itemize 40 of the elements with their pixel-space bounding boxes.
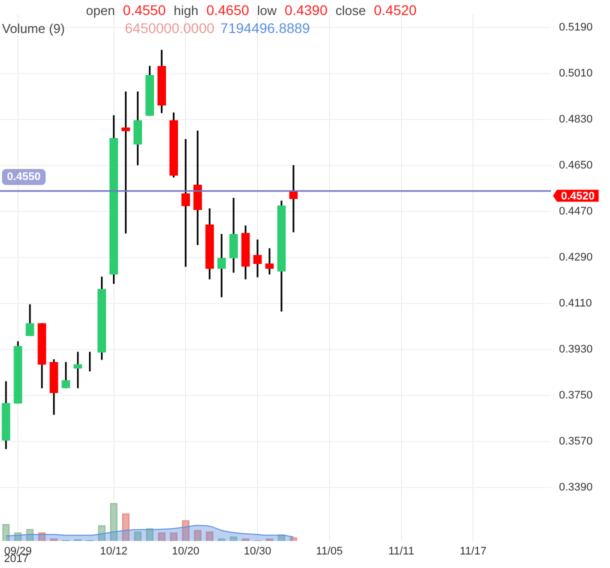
y-tick-label: 0.3570 [559, 436, 593, 448]
y-tick-label: 0.4830 [559, 113, 593, 126]
annotation: 7194496.8889 [220, 20, 310, 36]
x-tick-label: 10/30 [244, 546, 272, 558]
bar [2, 524, 10, 541]
y-tick-label: 0.4290 [559, 252, 593, 264]
y-tick-label: 0.3750 [559, 390, 593, 402]
text: 0.4520 [561, 190, 595, 203]
annotation: open [86, 3, 115, 18]
annotation: 0.4390 [284, 2, 328, 18]
y-tick-label: 0.4650 [559, 160, 593, 172]
candlestick [289, 165, 298, 232]
annotation: 6450000.0000 [124, 20, 214, 36]
annotation: 0.4550 [122, 2, 166, 18]
ref-line-label: 0.4550 [7, 171, 41, 184]
y-tick-label: 0.3390 [559, 482, 593, 494]
annotation: 0.4520 [374, 2, 417, 18]
bar [110, 503, 118, 541]
annotation: high [174, 3, 198, 18]
y-tick-label: 0.4470 [559, 206, 593, 218]
bar [290, 537, 298, 541]
x-tick-label: 10/12 [100, 546, 128, 558]
candlestick [265, 248, 274, 274]
annotation: Volume (9) [2, 21, 65, 36]
x-tick-label: 11/05 [316, 546, 343, 558]
x-tick-label: 11/11 [388, 546, 414, 558]
y-tick-label: 0.5010 [559, 67, 593, 80]
y-tick-label: 0.4110 [559, 298, 592, 310]
annotation: low [257, 3, 277, 18]
x-tick-label: 10/20 [172, 546, 200, 558]
bar [146, 528, 154, 541]
y-tick-label: 0.5190 [559, 21, 593, 34]
x-tick-label: 11/17 [460, 546, 486, 558]
annotation: close [336, 3, 366, 18]
bar [122, 513, 130, 541]
annotation: 0.4650 [206, 2, 250, 18]
y-tick-label: 0.3930 [559, 344, 593, 356]
candlestick [253, 240, 262, 278]
bar [182, 520, 190, 541]
bar [98, 525, 106, 541]
